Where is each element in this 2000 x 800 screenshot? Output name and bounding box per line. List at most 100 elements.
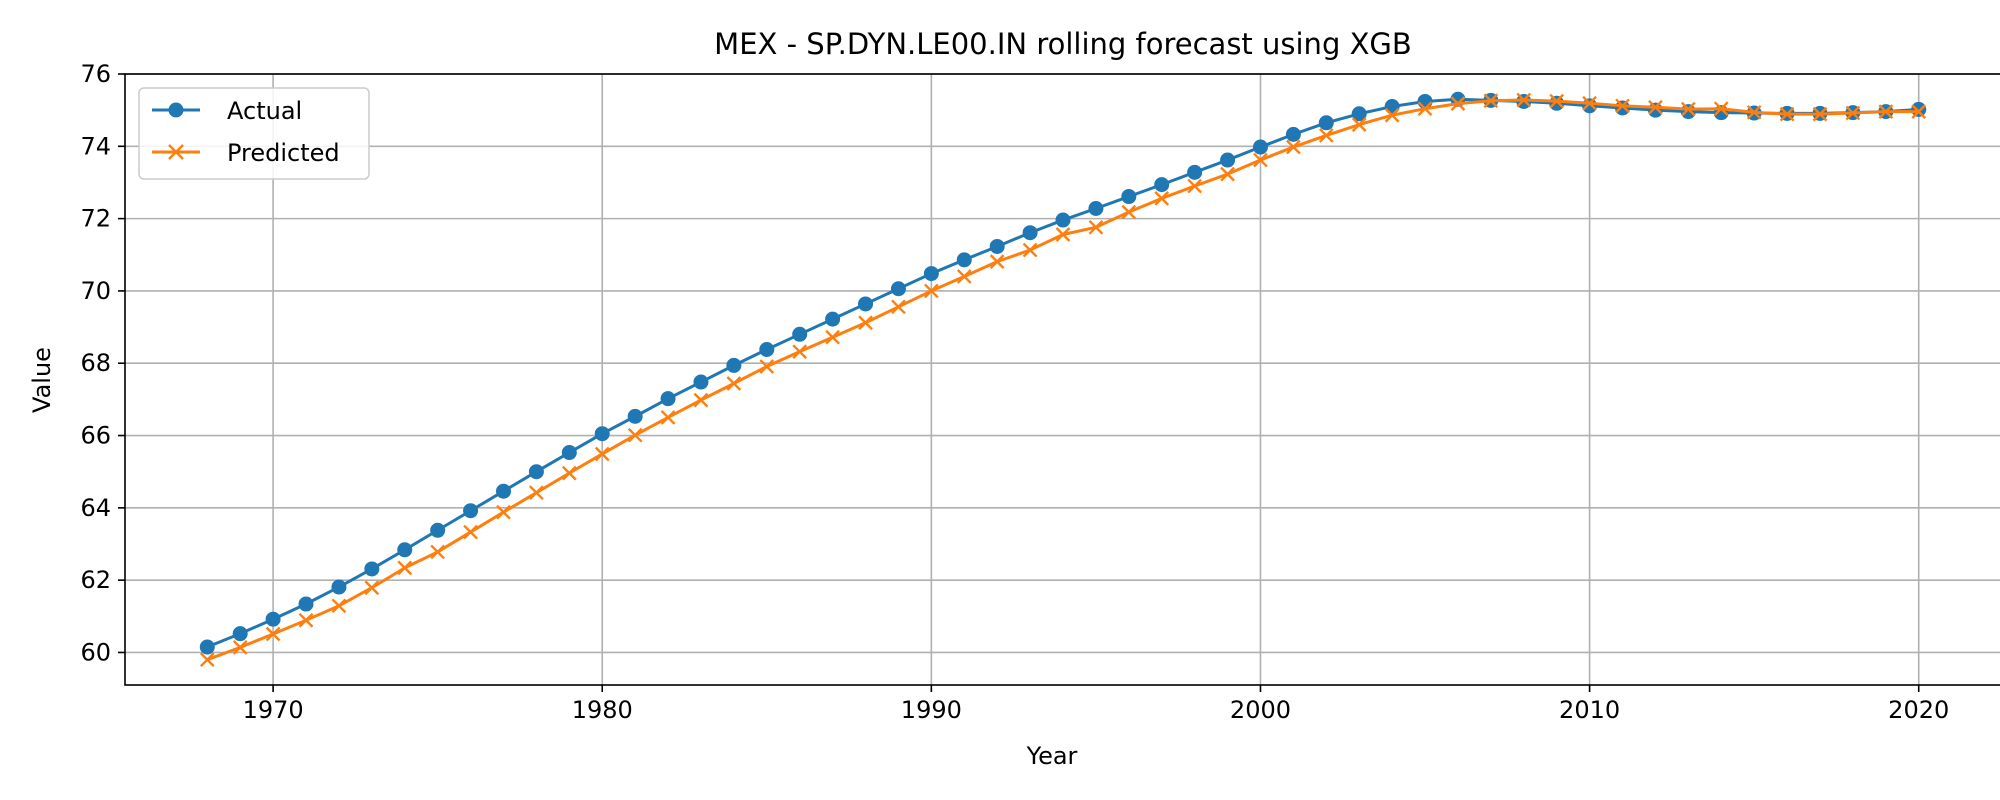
- data-point-predicted: [825, 329, 840, 345]
- data-point-actual: [1220, 152, 1236, 168]
- data-point-predicted: [1779, 106, 1795, 122]
- data-point-predicted: [199, 652, 215, 668]
- x-tick-label: 1970: [243, 696, 304, 724]
- data-point-actual: [1285, 126, 1301, 142]
- data-point-predicted: [1812, 106, 1828, 122]
- data-point-actual: [397, 542, 413, 558]
- legend: Actual Predicted: [138, 87, 370, 180]
- data-point-predicted: [397, 560, 413, 576]
- y-tick-label: 62: [80, 566, 111, 594]
- data-point-predicted: [1417, 101, 1433, 117]
- data-point-predicted: [594, 446, 610, 462]
- data-point-actual: [528, 464, 544, 480]
- data-point-actual: [1154, 177, 1170, 193]
- x-tick-label: 2010: [1559, 696, 1620, 724]
- y-tick-label: 76: [80, 60, 111, 88]
- data-point-predicted: [891, 299, 906, 315]
- data-point-actual: [726, 357, 742, 373]
- data-point-predicted: [1351, 117, 1367, 132]
- data-point-predicted: [1253, 152, 1268, 168]
- x-axis-label: Year: [1026, 742, 1078, 770]
- data-point-actual: [331, 579, 347, 595]
- data-point-actual: [660, 391, 676, 407]
- y-tick-label: 60: [80, 638, 111, 666]
- data-point-predicted: [463, 524, 478, 540]
- data-point-actual: [561, 445, 577, 461]
- x-axis-ticks: 1970 1980 1990 2000 2010 2020: [243, 685, 1949, 724]
- data-point-predicted: [759, 359, 775, 374]
- data-point-predicted: [1615, 98, 1630, 114]
- data-point-actual: [759, 341, 775, 357]
- data-point-predicted: [1318, 128, 1334, 143]
- data-point-actual: [430, 522, 446, 538]
- x-tick-label: 2020: [1888, 696, 1949, 724]
- data-point-actual: [1582, 98, 1598, 114]
- data-point-predicted: [1483, 93, 1499, 109]
- data-point-predicted: [561, 465, 577, 481]
- data-point-actual: [693, 374, 709, 390]
- data-point-actual: [1088, 200, 1104, 216]
- data-point-actual: [495, 483, 511, 499]
- data-point-actual: [1647, 102, 1663, 118]
- data-point-predicted: [430, 544, 446, 560]
- y-tick-label: 66: [80, 422, 111, 450]
- data-point-predicted: [265, 626, 281, 642]
- chart-title: MEX - SP.DYN.LE00.IN rolling forecast us…: [714, 27, 1412, 61]
- data-point-predicted: [1154, 191, 1170, 206]
- data-point-predicted: [496, 504, 511, 520]
- data-point-actual: [1911, 101, 1927, 117]
- data-point-actual: [1615, 100, 1631, 116]
- data-point-actual: [1121, 189, 1137, 205]
- series-actual: [199, 91, 1927, 655]
- grid: [125, 73, 2000, 685]
- data-point-predicted: [1549, 93, 1565, 109]
- data-point-predicted: [1088, 219, 1104, 235]
- data-point-actual: [1680, 104, 1696, 120]
- data-point-actual: [265, 611, 281, 627]
- x-tick-label: 2000: [1230, 696, 1291, 724]
- data-point-predicted: [1878, 104, 1894, 119]
- data-point-predicted: [1450, 96, 1466, 111]
- data-point-predicted: [627, 427, 643, 443]
- data-point-predicted: [989, 254, 1005, 269]
- data-point-predicted: [1187, 178, 1202, 194]
- y-tick-label: 74: [80, 132, 111, 160]
- x-tick-label: 1990: [901, 696, 962, 724]
- data-point-predicted: [924, 283, 939, 299]
- data-point-predicted: [1845, 105, 1861, 121]
- y-tick-label: 72: [80, 205, 111, 233]
- data-point-predicted: [1582, 95, 1597, 111]
- data-point-actual: [594, 426, 610, 442]
- y-tick-label: 70: [80, 277, 111, 305]
- data-point-actual: [792, 326, 808, 342]
- data-point-predicted: [529, 485, 544, 501]
- data-point-actual: [1252, 139, 1268, 155]
- data-point-predicted: [1384, 107, 1400, 123]
- data-point-predicted: [1746, 104, 1762, 120]
- data-point-predicted: [858, 315, 873, 331]
- data-point-actual: [1549, 95, 1565, 111]
- data-point-actual: [298, 596, 314, 612]
- data-point-predicted: [956, 269, 972, 284]
- data-point-actual: [1318, 115, 1334, 131]
- series-layer: [199, 91, 1927, 668]
- data-point-predicted: [364, 580, 380, 596]
- legend-label-actual: Actual: [227, 97, 302, 125]
- data-point-predicted: [1713, 101, 1729, 117]
- data-point-actual: [463, 503, 479, 519]
- data-point-actual: [364, 561, 380, 577]
- data-point-actual: [1384, 99, 1400, 115]
- data-point-predicted: [1286, 139, 1301, 155]
- data-point-actual: [923, 266, 939, 282]
- data-point-actual: [232, 626, 248, 642]
- data-point-predicted: [298, 612, 314, 628]
- y-tick-label: 68: [80, 349, 111, 377]
- data-point-actual: [199, 639, 215, 655]
- plot-area-frame: [124, 73, 2000, 686]
- data-point-predicted: [1055, 227, 1071, 242]
- data-point-actual: [989, 238, 1005, 254]
- y-tick-label: 64: [80, 494, 111, 522]
- data-point-predicted: [1648, 99, 1663, 115]
- data-point-predicted: [792, 344, 808, 360]
